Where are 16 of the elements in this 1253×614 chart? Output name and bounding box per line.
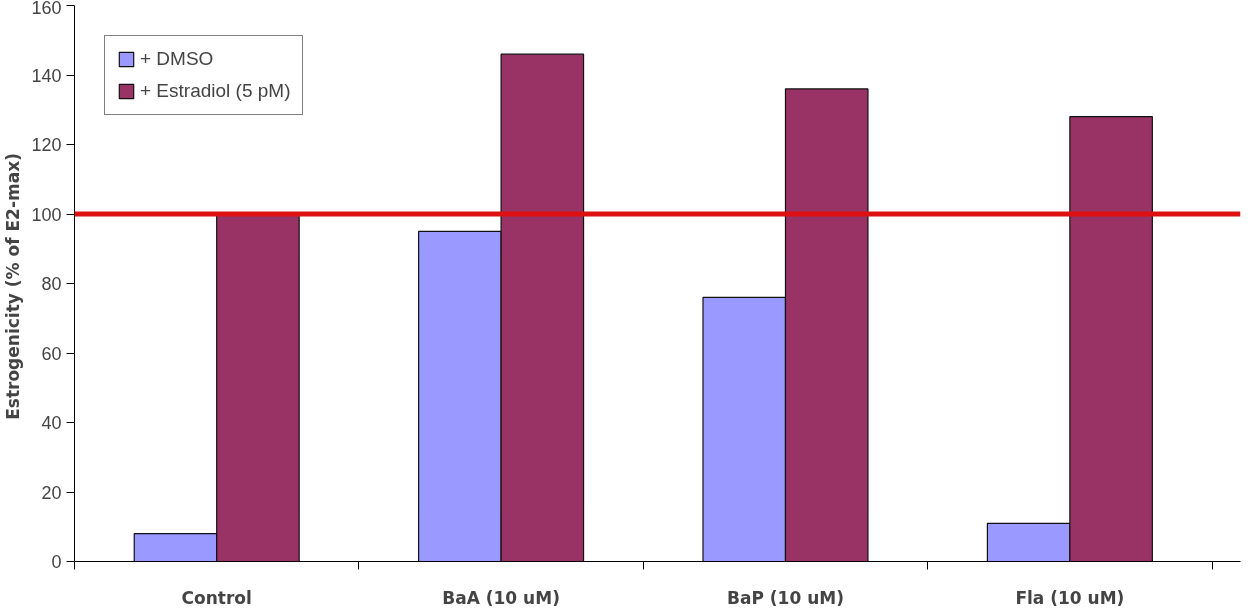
x-tick-label: BaA (10 uM) — [442, 587, 560, 608]
y-tick-label: 100 — [31, 204, 62, 225]
y-tick-label: 40 — [41, 413, 62, 433]
y-tick-label: 60 — [41, 343, 62, 364]
x-tick-label: BaP (10 uM) — [727, 587, 844, 608]
y-tick-label: 140 — [31, 65, 62, 86]
y-tick-label: 160 — [31, 0, 62, 18]
y-tick-label: 20 — [41, 482, 62, 503]
y-tick-label: 80 — [41, 274, 62, 294]
y-tick-label: 0 — [51, 552, 62, 572]
x-tick-label: Fla (10 uM) — [1015, 587, 1125, 608]
x-tick-label: Control — [181, 587, 252, 608]
y-axis-title: Estrogenicity (% of E2-max) — [3, 153, 24, 420]
legend-label: + DMSO — [140, 48, 214, 70]
legend-label: + Estradiol (5 pM) — [140, 80, 291, 102]
y-tick-label: 120 — [31, 135, 62, 155]
